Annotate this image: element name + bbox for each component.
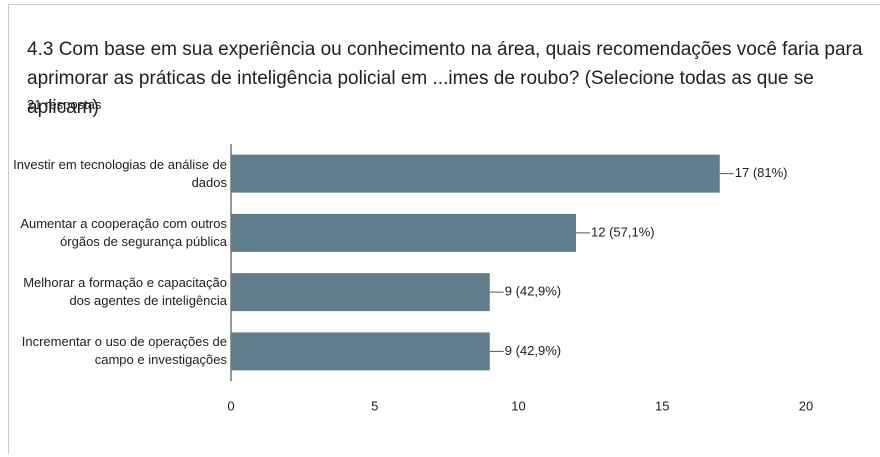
bar: [231, 332, 490, 371]
y-tick-label: Aumentar a cooperação com outros órgãos …: [20, 215, 227, 249]
chart-title: 4.3 Com base em sua experiência ou conhe…: [27, 39, 863, 118]
chart-subtitle: 21 respostas: [27, 97, 102, 112]
x-tick-label: 10: [511, 398, 525, 413]
x-tick-label: 0: [227, 398, 234, 413]
y-tick-label: Melhorar a formação e capacitação dos ag…: [23, 275, 227, 309]
value-label: 12 (57,1%): [591, 224, 655, 239]
y-tick-label: Incrementar o uso de operações de campo …: [21, 334, 227, 368]
y-tick-label: Investir em tecnologias de análise de da…: [13, 156, 227, 190]
bar: [231, 213, 576, 252]
x-tick-label: 15: [655, 398, 669, 413]
value-label: 17 (81%): [735, 165, 788, 180]
chart: 0 5 10 15 20 17 (81%) 12 (57,1%) 9 (42,9%) 9 (42…: [227, 144, 813, 413]
x-tick-label: 20: [799, 398, 813, 413]
bar: [231, 154, 720, 193]
value-label: 9 (42,9%): [505, 343, 561, 358]
card: 4.3 Com base em sua experiência ou conhe…: [8, 4, 880, 454]
value-label: 9 (42,9%): [505, 284, 561, 299]
x-tick-label: 5: [371, 398, 378, 413]
bar: [231, 273, 490, 312]
